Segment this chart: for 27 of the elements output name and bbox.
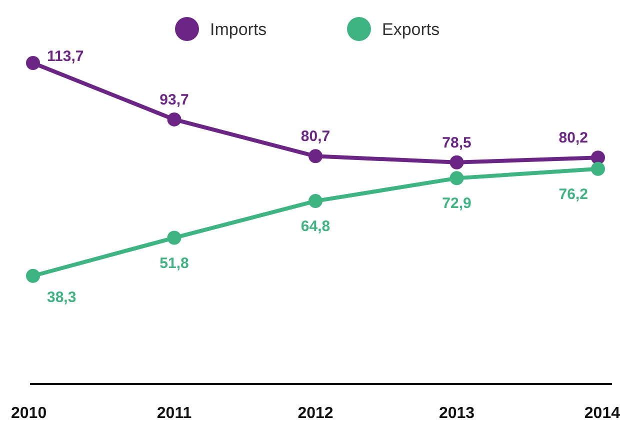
point xyxy=(167,230,182,245)
data-label: 72,9 xyxy=(442,195,472,212)
point xyxy=(450,155,464,170)
data-label: 64,8 xyxy=(300,218,330,236)
data-label: 38,3 xyxy=(47,288,76,306)
x-tick-label: 2010 xyxy=(11,405,47,422)
data-label: 51,8 xyxy=(160,254,189,272)
legend-label: Imports xyxy=(210,20,267,39)
point xyxy=(167,112,182,126)
x-tick-label: 2014 xyxy=(584,405,620,422)
data-label: 113,7 xyxy=(47,48,84,65)
data-label: 80,2 xyxy=(558,130,588,147)
data-label: 93,7 xyxy=(160,91,189,108)
legend-label: Exports xyxy=(382,20,440,39)
data-label: 76,2 xyxy=(558,186,588,203)
point xyxy=(26,56,40,70)
point xyxy=(26,268,40,283)
point xyxy=(591,150,605,165)
point xyxy=(308,149,322,164)
point xyxy=(450,171,464,186)
data-label: 78,5 xyxy=(442,134,472,152)
point xyxy=(308,194,322,208)
point xyxy=(591,162,605,176)
x-tick-label: 2013 xyxy=(438,405,475,422)
data-label: 80,7 xyxy=(300,128,330,146)
x-tick-label: 2011 xyxy=(156,405,192,422)
x-tick-label: 2012 xyxy=(298,405,334,422)
